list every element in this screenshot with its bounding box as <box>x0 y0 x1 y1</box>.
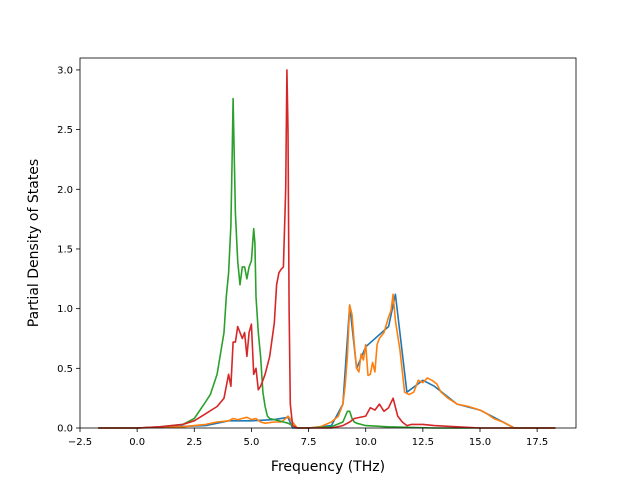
y-tick-label: 2.0 <box>57 185 73 196</box>
x-tick-label: 2.5 <box>186 437 202 448</box>
x-tick-label: 5.0 <box>243 437 259 448</box>
y-tick-label: 1.0 <box>57 304 73 315</box>
x-axis-ticks: −2.5 0.0 2.5 5.0 7.5 10.0 12.5 15.0 17.5 <box>68 428 548 448</box>
y-tick-label: 0.0 <box>57 424 73 435</box>
plot-frame <box>79 57 577 429</box>
series-line-4 <box>98 69 556 429</box>
x-tick-label: 15.0 <box>469 437 491 448</box>
x-tick-label: −2.5 <box>68 437 92 448</box>
y-axis-label: Partial Density of States <box>26 159 42 327</box>
x-axis-label: Frequency (THz) <box>271 459 385 475</box>
series-line-3 <box>98 97 556 429</box>
x-tick-label: 10.0 <box>355 437 377 448</box>
y-tick-label: 0.5 <box>57 364 73 375</box>
y-tick-label: 2.5 <box>57 125 73 136</box>
x-tick-label: 7.5 <box>301 437 317 448</box>
x-tick-label: 12.5 <box>412 437 434 448</box>
x-tick-label: 17.5 <box>526 437 548 448</box>
y-tick-label: 3.0 <box>57 65 73 76</box>
series-line-2 <box>98 293 556 429</box>
plot-lines <box>98 69 556 429</box>
x-tick-label: 0.0 <box>129 437 145 448</box>
y-axis-ticks: 0.0 0.5 1.0 1.5 2.0 2.5 3.0 <box>57 65 80 435</box>
y-tick-label: 1.5 <box>57 244 73 255</box>
